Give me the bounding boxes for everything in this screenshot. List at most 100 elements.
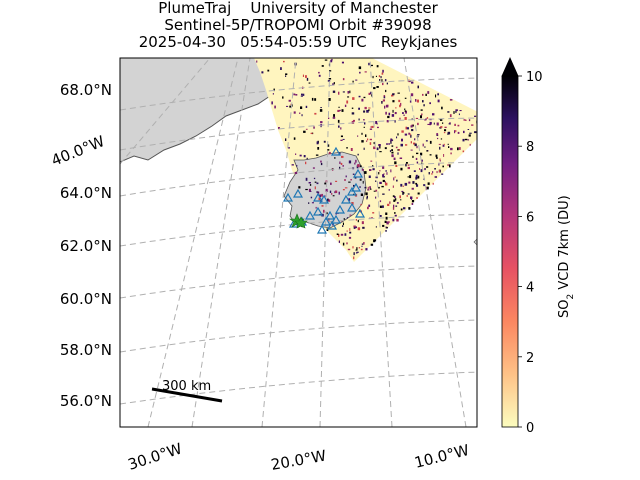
colorbar-extend-max — [501, 57, 519, 77]
so2-pixel — [375, 226, 377, 228]
so2-pixel — [327, 80, 331, 82]
so2-pixel — [353, 256, 355, 260]
so2-pixel — [381, 205, 384, 208]
so2-pixel — [360, 203, 362, 206]
so2-pixel — [368, 175, 371, 178]
so2-pixel — [404, 182, 408, 186]
so2-pixel — [378, 75, 381, 78]
so2-pixel — [425, 140, 428, 142]
so2-pixel — [394, 214, 397, 217]
so2-pixel — [361, 243, 364, 245]
so2-pixel — [382, 99, 385, 102]
station-triangle — [340, 194, 352, 204]
so2-pixel — [383, 95, 386, 97]
so2-pixel — [319, 109, 323, 112]
lat-label-68n: 68.0°N — [60, 81, 112, 99]
so2-pixel — [447, 143, 449, 145]
so2-pixel — [376, 122, 378, 125]
so2-pixel — [424, 119, 427, 121]
so2-pixel — [306, 77, 309, 81]
so2-pixel — [344, 233, 347, 236]
lat-label-56n: 56.0°N — [60, 392, 112, 410]
so2-pixel — [394, 176, 396, 178]
so2-pixel — [422, 93, 424, 96]
so2-pixel — [308, 188, 311, 192]
so2-pixel — [337, 109, 340, 112]
map-area — [120, 58, 477, 427]
so2-pixel — [427, 182, 430, 185]
so2-pixel — [390, 141, 392, 144]
so2-pixel — [355, 252, 358, 254]
so2-pixel — [439, 158, 441, 161]
so2-pixel — [357, 219, 359, 223]
so2-pixel — [295, 153, 297, 155]
so2-pixel — [392, 109, 394, 113]
so2-pixel — [425, 118, 427, 120]
so2-pixel — [442, 122, 444, 124]
so2-pixel — [364, 71, 367, 73]
so2-pixel — [417, 134, 420, 136]
station-triangle — [304, 210, 316, 220]
so2-pixel — [355, 79, 358, 81]
so2-pixel — [392, 185, 394, 188]
colorbar-tick-label: 6 — [526, 210, 534, 225]
so2-pixel — [444, 129, 447, 132]
graticule — [120, 58, 477, 427]
station-triangle — [334, 204, 346, 214]
so2-pixel — [334, 157, 336, 159]
so2-pixel — [382, 82, 384, 86]
so2-pixel — [411, 129, 414, 132]
so2-pixel — [449, 114, 452, 118]
parallel-68n — [120, 77, 477, 111]
so2-pixel — [362, 226, 365, 229]
so2-pixel — [395, 165, 398, 167]
so2-pixel — [450, 147, 453, 151]
so2-pixel — [271, 101, 273, 105]
so2-pixel — [340, 135, 343, 138]
so2-pixel — [417, 192, 420, 195]
so2-pixel — [293, 111, 296, 114]
so2-pixel — [339, 161, 341, 164]
so2-pixel — [408, 132, 410, 135]
so2-pixel — [261, 71, 264, 74]
so2-pixel — [391, 154, 394, 158]
so2-pixel — [314, 186, 316, 190]
so2-pixel — [449, 164, 451, 168]
so2-pixel — [468, 119, 471, 122]
so2-pixel — [411, 202, 414, 205]
so2-pixel — [438, 143, 441, 145]
so2-pixel — [429, 102, 431, 105]
scale-bar-label: 300 km — [162, 379, 211, 394]
colorbar-tick-label: 0 — [526, 421, 534, 436]
so2-pixel — [392, 100, 395, 103]
so2-pixel — [392, 195, 395, 197]
so2-pixel — [353, 225, 356, 227]
so2-pixel — [363, 96, 366, 99]
so2-pixel — [422, 143, 424, 147]
so2-pixel — [404, 97, 407, 99]
so2-pixel — [441, 173, 444, 175]
so2-pixel — [327, 149, 330, 151]
meridian-30w — [191, 58, 251, 427]
station-triangle — [282, 192, 294, 202]
so2-pixel — [474, 115, 477, 117]
so2-pixel — [424, 146, 426, 148]
so2-pixel — [362, 180, 364, 184]
so2-pixel — [357, 135, 359, 137]
so2-pixel — [392, 206, 395, 210]
so2-pixel — [364, 106, 367, 110]
so2-pixel — [406, 162, 408, 164]
so2-pixel — [336, 233, 339, 235]
norway-coast-fragment — [473, 238, 477, 246]
so2-pixel — [364, 186, 367, 189]
so2-pixel — [447, 111, 450, 113]
so2-pixel — [359, 186, 361, 188]
so2-pixel — [344, 187, 348, 189]
so2-pixel — [404, 117, 407, 120]
so2-pixel — [341, 109, 344, 112]
so2-pixel — [420, 109, 423, 111]
so2-pixel — [375, 121, 378, 124]
so2-pixel — [348, 198, 351, 201]
so2-pixel — [347, 96, 350, 98]
so2-pixel — [411, 118, 413, 120]
